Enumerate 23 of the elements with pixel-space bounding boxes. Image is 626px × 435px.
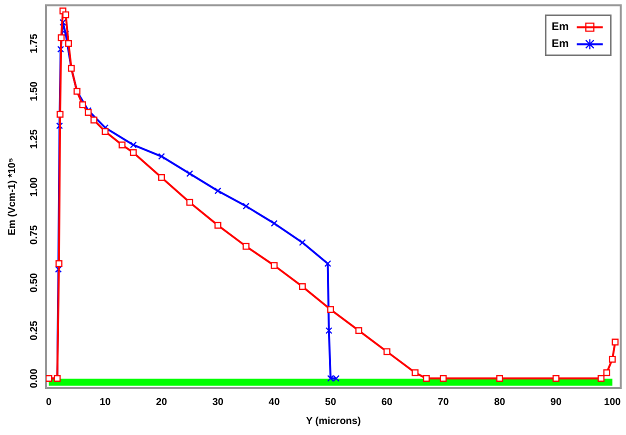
legend-label: Em — [552, 21, 570, 34]
y-tick-label: 0.25 — [28, 320, 40, 340]
y-tick-label: 1.00 — [28, 176, 40, 197]
y-tick-label: 0.75 — [28, 224, 40, 245]
y-tick-label: 1.25 — [28, 129, 40, 149]
x-tick-label: 10 — [100, 396, 112, 408]
y-axis-title: Em (Vcm-1) *10⁵ — [6, 158, 18, 236]
x-tick-label: 90 — [550, 396, 562, 408]
x-tick-label: 60 — [381, 396, 393, 408]
x-tick-label: 30 — [212, 396, 224, 408]
x-tick-label: 20 — [156, 396, 168, 408]
y-tick-label: 1.75 — [28, 33, 40, 54]
x-tick-label: 70 — [438, 396, 450, 408]
x-tick-label: 50 — [325, 396, 337, 408]
y-tick-label: 0.50 — [28, 272, 40, 292]
x-tick-label: 0 — [46, 396, 52, 408]
y-tick-label: 0.00 — [28, 368, 40, 388]
x-tick-label: 100 — [604, 396, 622, 408]
y-tick-label: 1.50 — [28, 81, 40, 102]
x-axis-title: Y (microns) — [306, 416, 361, 427]
x-tick-label: 80 — [494, 396, 506, 408]
legend-label: Em — [552, 38, 570, 50]
x-tick-label: 40 — [268, 396, 280, 408]
